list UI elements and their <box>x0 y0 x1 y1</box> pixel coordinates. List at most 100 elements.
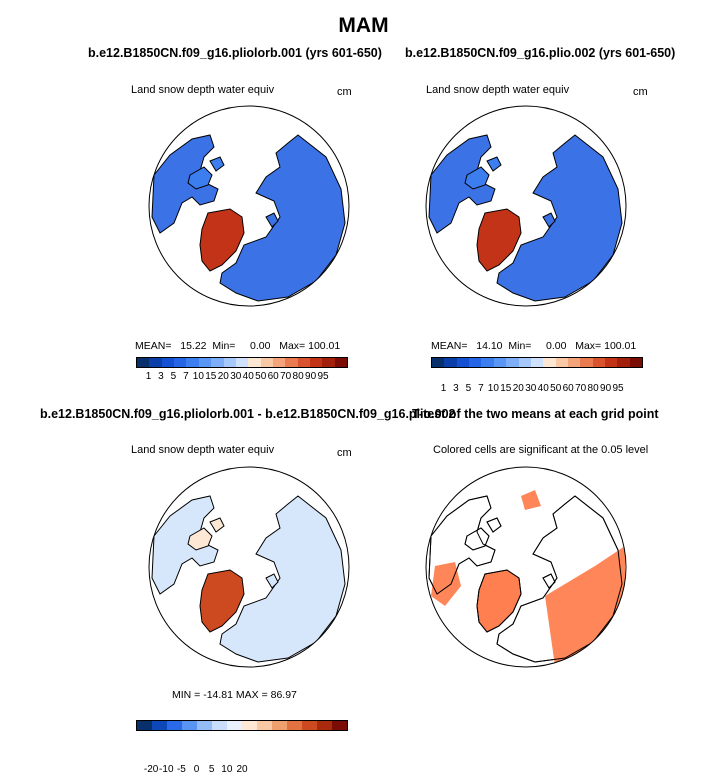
svalbard <box>265 573 279 589</box>
colorbar-swatch <box>257 721 272 730</box>
colorbar-tick-label: 20 <box>512 383 524 394</box>
colorbar-swatch <box>456 358 470 367</box>
colorbar-swatch <box>137 721 152 730</box>
panel4-polar-map <box>425 466 627 668</box>
colorbar-swatch <box>530 358 544 367</box>
panel1-colorbar <box>136 357 348 368</box>
colorbar-tick-label: 1 <box>440 383 447 394</box>
colorbar-swatch <box>167 721 182 730</box>
colorbar-swatch <box>592 358 606 367</box>
colorbar-tick-label: 60 <box>562 383 574 394</box>
colorbar-tick-label: 60 <box>267 371 279 382</box>
colorbar-swatch <box>235 358 249 367</box>
colorbar-tick-label: -20 <box>143 764 159 775</box>
colorbar-tick-label: 40 <box>242 371 254 382</box>
svalbard <box>265 212 279 228</box>
panel3-stats: MIN = -14.81 MAX = 86.97 <box>172 689 297 701</box>
colorbar-tick-label: 15 <box>500 383 512 394</box>
colorbar-swatch <box>149 358 162 367</box>
north-america-landmass <box>428 134 496 234</box>
colorbar-swatch <box>287 721 302 730</box>
colorbar-tick-label: 90 <box>305 371 317 382</box>
panel2-variable-label: Land snow depth water equiv <box>426 84 570 96</box>
colorbar-swatch <box>444 358 457 367</box>
colorbar-swatch <box>334 358 348 367</box>
colorbar-swatch <box>469 358 482 367</box>
map-boundary-circle <box>148 105 350 307</box>
colorbar-tick-label: 10 <box>192 371 204 382</box>
colorbar-swatch <box>567 358 581 367</box>
map-boundary-circle <box>148 466 350 668</box>
eurasia-landmass <box>496 134 623 302</box>
coastline <box>476 569 522 633</box>
arctic-archipelago <box>187 156 225 190</box>
colorbar-tick-label: 30 <box>230 371 242 382</box>
panel2-title: b.e12.B1850CN.f09_g16.plio.002 (yrs 601-… <box>405 46 676 60</box>
colorbar-tick-label: 80 <box>587 383 599 394</box>
colorbar-tick-label: 70 <box>575 383 587 394</box>
colorbar-swatch <box>432 358 445 367</box>
colorbar-tick-label: 10 <box>487 383 499 394</box>
colorbar-swatch <box>212 721 227 730</box>
coastline <box>428 495 496 595</box>
panel2-units-label: cm <box>633 86 648 98</box>
colorbar-tick-label: 5 <box>465 383 472 394</box>
colorbar-tick-label: 7 <box>183 371 189 382</box>
colorbar-tick-label: 0 <box>193 764 200 775</box>
panel3-colorbar <box>136 720 348 731</box>
colorbar-tick-label: 50 <box>255 371 267 382</box>
coastline <box>542 573 556 589</box>
colorbar-swatch <box>161 358 175 367</box>
colorbar-swatch <box>198 358 212 367</box>
colorbar-swatch <box>506 358 519 367</box>
panel1-colorbar-ticks: 1 3 5 7 10 15 20 30 40 50 60 70 80 90 95 <box>136 371 348 383</box>
colorbar-swatch <box>605 358 618 367</box>
colorbar-swatch <box>227 721 242 730</box>
colorbar-tick-label: 10 <box>221 764 233 775</box>
colorbar-swatch <box>223 358 236 367</box>
colorbar-tick-label: 70 <box>280 371 292 382</box>
colorbar-swatch <box>182 721 197 730</box>
colorbar-swatch <box>272 721 287 730</box>
arctic-archipelago <box>187 517 225 551</box>
colorbar-tick-label: 50 <box>550 383 562 394</box>
colorbar-tick-label: 1 <box>145 371 152 382</box>
colorbar-swatch <box>272 358 286 367</box>
greenland <box>199 208 245 272</box>
panel3-title: b.e12.B1850CN.f09_g16.pliolorb.001 - b.e… <box>40 407 456 421</box>
colorbar-tick-label: 20 <box>217 371 229 382</box>
map-boundary-circle <box>425 466 627 668</box>
colorbar-swatch <box>174 358 187 367</box>
significant-region <box>521 490 541 510</box>
arctic-archipelago <box>464 156 502 190</box>
colorbar-tick-label: 5 <box>208 764 215 775</box>
colorbar-swatch <box>242 721 257 730</box>
colorbar-swatch <box>322 358 335 367</box>
colorbar-tick-label: 3 <box>158 371 164 382</box>
panel3-units-label: cm <box>337 447 352 459</box>
coastline <box>496 495 623 663</box>
colorbar-swatch <box>555 358 568 367</box>
panel1-stats: MEAN= 15.22 Min= 0.00 Max= 100.01 <box>135 340 341 352</box>
colorbar-tick-label: 80 <box>292 371 304 382</box>
panel2-polar-map <box>425 105 627 307</box>
colorbar-swatch <box>518 358 531 367</box>
colorbar-tick-label: 40 <box>537 383 549 394</box>
colorbar-tick-label: 3 <box>453 383 459 394</box>
panel3-polar-map <box>148 466 350 668</box>
colorbar-swatch <box>310 358 323 367</box>
panel3-variable-label: Land snow depth water equiv <box>131 444 275 456</box>
north-america-landmass <box>151 495 219 595</box>
colorbar-swatch <box>543 358 556 367</box>
colorbar-tick-label: 95 <box>317 371 329 382</box>
colorbar-tick-label: 30 <box>525 383 537 394</box>
panel4-significance-label: Colored cells are significant at the 0.0… <box>433 444 649 456</box>
colorbar-tick-label: 7 <box>478 383 484 394</box>
colorbar-tick-label: 20 <box>236 764 248 775</box>
map-boundary-circle <box>425 105 627 307</box>
colorbar-swatch <box>248 358 261 367</box>
colorbar-swatch <box>481 358 494 367</box>
colorbar-swatch <box>197 721 212 730</box>
figure-title: MAM <box>338 14 389 37</box>
significant-region <box>483 582 513 616</box>
